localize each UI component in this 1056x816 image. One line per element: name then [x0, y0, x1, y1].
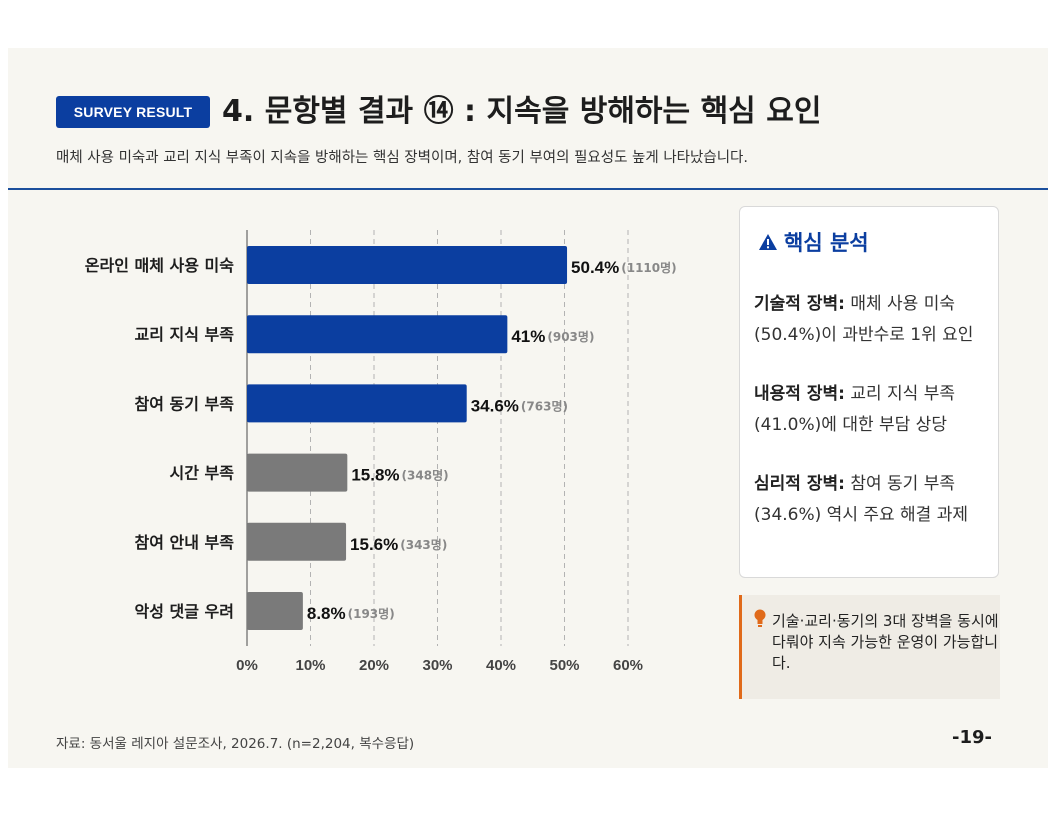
count-label: (763명) — [521, 399, 568, 413]
data-label: 15.6% — [350, 535, 398, 554]
x-tick-label: 20% — [359, 657, 389, 674]
category-label: 참여 동기 부족 — [135, 394, 235, 413]
analysis-panel: 핵심 분석 기술적 장벽: 매체 사용 미숙 (50.4%)이 과반수로 1위 … — [739, 206, 999, 578]
x-tick-label: 50% — [549, 657, 579, 674]
page-title: 4. 문항별 결과 ⑭ : 지속을 방해하는 핵심 요인 — [222, 94, 822, 129]
analysis-item: 내용적 장벽: 교리 지식 부족 (41.0%)에 대한 부담 상당 — [754, 379, 998, 441]
count-label: (193명) — [348, 607, 395, 621]
data-label: 50.4% — [571, 258, 619, 277]
page-number: -19- — [952, 727, 992, 748]
page-subtitle: 매체 사용 미숙과 교리 지식 부족이 지속을 방해하는 핵심 장벽이며, 참여… — [56, 150, 748, 166]
analysis-heading: 핵심 분석 — [758, 227, 869, 257]
lightbulb-icon — [754, 609, 766, 627]
category-label: 악성 댓글 우려 — [135, 602, 234, 621]
x-tick-label: 10% — [295, 657, 325, 674]
survey-result-badge: SURVEY RESULT — [56, 96, 210, 128]
header-divider — [8, 188, 1048, 190]
callout-note: 기술·교리·동기의 3대 장벽을 동시에 다뤄야 지속 가능한 운영이 가능합니… — [739, 595, 1000, 699]
analysis-item-label: 내용적 장벽: — [754, 384, 845, 404]
category-label: 시간 부족 — [170, 464, 235, 483]
data-label: 15.8% — [351, 466, 399, 485]
analysis-item-label: 심리적 장벽: — [754, 474, 845, 494]
bar — [247, 384, 467, 423]
data-label: 8.8% — [307, 604, 346, 623]
bar — [247, 315, 508, 354]
source-note: 자료: 동서울 레지아 설문조사, 2026.7. (n=2,204, 복수응답… — [56, 736, 415, 752]
bar — [247, 453, 348, 492]
count-label: (343명) — [400, 538, 447, 552]
x-tick-label: 60% — [613, 657, 643, 674]
count-label: (903명) — [547, 330, 594, 344]
bar — [247, 246, 568, 284]
analysis-item-text: 참여 동기 부족 (34.6%) 역시 주요 해결 과제 — [754, 474, 969, 525]
callout-text: 기술·교리·동기의 3대 장벽을 동시에 다뤄야 지속 가능한 운영이 가능합니… — [772, 612, 999, 672]
category-label: 온라인 매체 사용 미숙 — [85, 256, 234, 275]
count-label: (348명) — [402, 469, 449, 483]
data-label: 34.6% — [471, 396, 519, 415]
analysis-item: 기술적 장벽: 매체 사용 미숙 (50.4%)이 과반수로 1위 요인 — [754, 289, 998, 351]
x-tick-label: 30% — [422, 657, 452, 674]
category-label: 교리 지식 부족 — [135, 325, 235, 344]
analysis-item-text: 교리 지식 부족 (41.0%)에 대한 부담 상당 — [754, 384, 955, 435]
count-label: (1110명) — [621, 261, 676, 275]
bar-chart: 0% 10% 20% 30% 40% 50% 60% 온라인 매체 사용 미숙 50.4% (11… — [85, 230, 677, 674]
x-tick-label: 40% — [486, 657, 516, 674]
bar — [247, 522, 347, 561]
analysis-item-label: 기술적 장벽: — [754, 294, 845, 314]
category-label: 참여 안내 부족 — [135, 533, 235, 552]
analysis-item: 심리적 장벽: 참여 동기 부족 (34.6%) 역시 주요 해결 과제 — [754, 469, 998, 531]
warning-icon — [759, 234, 777, 250]
analysis-heading-text: 핵심 분석 — [784, 231, 869, 255]
analysis-item-text: 매체 사용 미숙 (50.4%)이 과반수로 1위 요인 — [754, 294, 974, 345]
bar — [247, 592, 303, 630]
data-label: 41% — [511, 327, 545, 346]
x-tick-label: 0% — [236, 657, 258, 674]
